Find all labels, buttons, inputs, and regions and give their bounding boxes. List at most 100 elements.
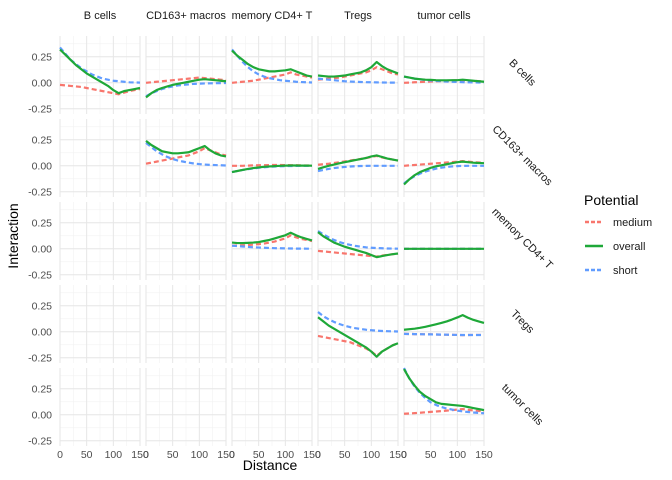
column-strip-label: tumor cells [417,10,471,22]
x-tick-label: 100 [277,449,295,461]
legend-label-short: short [613,265,637,277]
panel-series-1-2 [231,163,313,174]
x-tick-label: 150 [131,449,149,461]
panel-2-4 [403,202,485,280]
series-line-overall [403,160,485,186]
series-line-overall [59,48,141,95]
legend-label-overall: overall [613,241,645,253]
panel-series-1-4 [403,160,485,186]
series-line-overall [317,231,399,259]
y-tick-label: 0.25 [32,300,53,312]
x-tick-label: 100 [363,449,381,461]
series-line-overall [145,139,227,158]
series-line-overall [317,60,399,78]
y-tick-label: -0.25 [28,435,52,447]
row-strip-label: B cells [506,57,538,89]
panel-series-2-3 [317,230,399,259]
x-tick-label: 150 [475,449,493,461]
series-line-short [231,48,313,84]
series-line-medium [59,83,141,96]
y-axis-title: Interaction [5,203,21,268]
y-tick-label: 0.25 [32,134,53,146]
x-tick-label: 0 [143,449,149,461]
panel-series-1-1 [145,139,227,167]
series-line-short [317,77,399,84]
series-line-short [317,311,399,333]
series-line-short [231,244,312,250]
series-line-medium [231,71,313,84]
y-tick-label: -0.25 [28,352,52,364]
series-line-overall [145,78,227,99]
x-tick-label: 150 [303,449,321,461]
y-tick-label: 0.25 [32,51,53,63]
y-tick-label: -0.25 [28,186,52,198]
panel-2-3 [317,202,399,280]
panel-3-4 [403,285,485,363]
panel-0-1 [145,36,227,114]
panel-4-1 [145,368,227,446]
panel-series-4-4 [403,367,485,415]
panel-1-1 [145,119,227,197]
y-tick-label: 0.00 [32,326,53,338]
legend-item-overall: overall [585,241,645,253]
series-line-short [145,81,227,98]
legend: Potential medium overall short [584,192,652,277]
series-line-medium [231,234,313,247]
series-line-medium [403,407,485,415]
panel-0-2 [231,36,313,114]
row-strip-label: tumor cells [499,382,545,428]
panel-series-3-4 [403,314,485,337]
row-strips: B cells CD163+ macros memory CD4+ T Tregs tu… [489,57,555,428]
legend-item-medium: medium [585,217,652,229]
series-line-short [145,142,227,167]
series-line-short [403,332,484,337]
x-axis-title: Distance [243,457,298,473]
panel-3-2 [231,285,313,363]
row-strip-label: memory CD4+ T [489,206,555,272]
column-strip-label: Tregs [344,10,372,22]
legend-title: Potential [584,192,638,208]
panel-series-0-2 [231,48,313,84]
series-line-overall [231,164,313,174]
panel-series-2-2 [231,231,313,250]
panel-0-4 [403,36,485,114]
legend-label-medium: medium [613,217,652,229]
x-tick-label: 50 [253,449,265,461]
x-tick-label: 100 [105,449,123,461]
panel-3-1 [145,285,227,363]
legend-item-short: short [585,265,637,277]
series-line-overall [317,154,399,170]
panel-series-1-3 [317,154,399,173]
y-tick-label: -0.25 [28,269,52,281]
panels-layer [59,36,485,446]
y-tick-label: 0.00 [32,409,53,421]
column-strip-label: CD163+ macros [146,10,226,22]
x-tick-label: 50 [339,449,351,461]
series-line-short [317,164,398,173]
series-line-overall [231,231,313,245]
panel-0-0 [59,36,141,114]
panel-3-3 [317,285,399,363]
panel-2-1 [145,202,227,280]
x-tick-label: 100 [449,449,467,461]
y-tick-label: 0.25 [32,217,53,229]
y-tick-label: -0.25 [28,103,52,115]
panel-series-0-0 [59,46,141,96]
panel-4-3 [317,368,399,446]
x-tick-label: 0 [315,449,321,461]
series-line-medium [145,147,227,165]
x-tick-label: 50 [425,449,437,461]
panel-series-0-4 [403,75,485,84]
panel-series-0-3 [317,60,399,84]
panel-1-0 [59,119,141,197]
series-line-overall [317,316,399,358]
panel-series-0-1 [145,76,227,99]
series-line-short [403,164,484,185]
x-tick-label: 150 [217,449,235,461]
series-line-overall [231,49,313,78]
column-strip-label: B cells [84,10,117,22]
row-strip-label: Tregs [508,308,536,336]
x-tick-label: 0 [57,449,63,461]
series-line-short [317,230,399,250]
